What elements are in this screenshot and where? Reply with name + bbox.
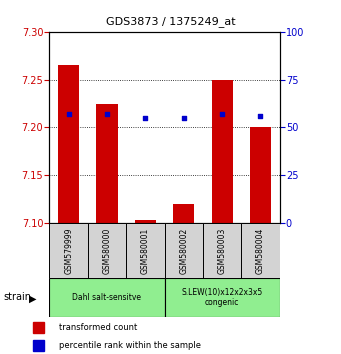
Bar	[173, 204, 194, 223]
Bar	[49, 223, 88, 278]
Bar	[164, 278, 280, 317]
Bar	[33, 340, 44, 351]
Bar	[164, 223, 203, 278]
Bar	[33, 322, 44, 333]
Bar	[49, 278, 164, 317]
Bar	[250, 127, 271, 223]
Text: GSM580001: GSM580001	[141, 227, 150, 274]
Bar	[203, 223, 241, 278]
Bar	[241, 223, 280, 278]
Text: GSM580003: GSM580003	[218, 227, 226, 274]
Bar	[211, 80, 233, 223]
Point	[219, 111, 225, 117]
Point	[143, 115, 148, 121]
Text: GSM579999: GSM579999	[64, 227, 73, 274]
Text: ▶: ▶	[29, 294, 36, 304]
Bar	[58, 65, 79, 223]
Text: Dahl salt-sensitve: Dahl salt-sensitve	[73, 293, 142, 302]
Text: percentile rank within the sample: percentile rank within the sample	[59, 341, 201, 350]
Text: transformed count: transformed count	[59, 323, 137, 332]
Bar	[135, 220, 156, 223]
Text: strain: strain	[3, 292, 31, 302]
Bar	[88, 223, 126, 278]
Point	[104, 111, 110, 117]
Bar	[126, 223, 164, 278]
Text: GSM580000: GSM580000	[103, 227, 112, 274]
Text: S.LEW(10)x12x2x3x5
congenic: S.LEW(10)x12x2x3x5 congenic	[181, 288, 263, 307]
Text: GSM580002: GSM580002	[179, 227, 188, 274]
Point	[181, 115, 187, 121]
Point	[258, 113, 263, 119]
Text: GDS3873 / 1375249_at: GDS3873 / 1375249_at	[106, 16, 235, 27]
Bar	[97, 103, 118, 223]
Point	[66, 111, 71, 117]
Text: GSM580004: GSM580004	[256, 227, 265, 274]
